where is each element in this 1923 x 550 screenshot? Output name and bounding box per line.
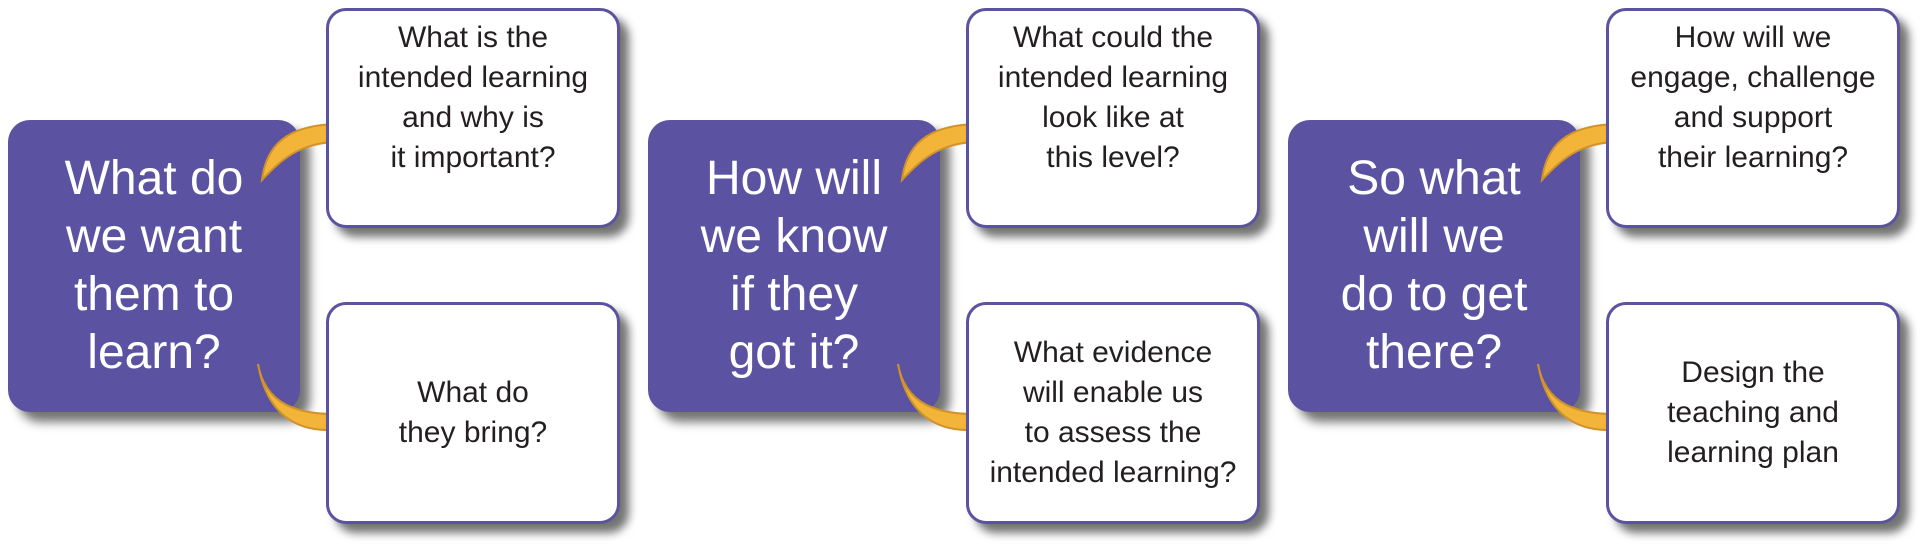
- sub-question-box-top: What could the intended learning look li…: [966, 8, 1260, 228]
- main-question-text: What do we want them to learn?: [64, 152, 244, 379]
- main-question-box: How will we know if they got it?: [648, 120, 940, 412]
- sub-question-text: What do they bring?: [398, 376, 548, 449]
- sub-question-text: What is the intended learning and why is…: [357, 21, 589, 174]
- question-group-learn: What do we want them to learn? What is t…: [0, 0, 640, 550]
- sub-question-box-bottom: What evidence will enable us to assess t…: [966, 302, 1260, 524]
- sub-question-box-top: What is the intended learning and why is…: [326, 8, 620, 228]
- main-question-text: How will we know if they got it?: [700, 152, 888, 379]
- main-question-box: So what will we do to get there?: [1288, 120, 1580, 412]
- sub-question-text: How will we engage, challenge and suppor…: [1630, 21, 1876, 174]
- sub-question-text: Design the teaching and learning plan: [1667, 356, 1839, 469]
- sub-question-text: What could the intended learning look li…: [997, 21, 1229, 174]
- question-group-get-there: So what will we do to get there? How wil…: [1280, 0, 1920, 550]
- question-group-know: How will we know if they got it? What co…: [640, 0, 1280, 550]
- sub-question-box-bottom: Design the teaching and learning plan: [1606, 302, 1900, 524]
- sub-question-box-top: How will we engage, challenge and suppor…: [1606, 8, 1900, 228]
- main-question-text: So what will we do to get there?: [1340, 152, 1528, 379]
- sub-question-box-bottom: What do they bring?: [326, 302, 620, 524]
- sub-question-text: What evidence will enable us to assess t…: [989, 336, 1237, 489]
- main-question-box: What do we want them to learn?: [8, 120, 300, 412]
